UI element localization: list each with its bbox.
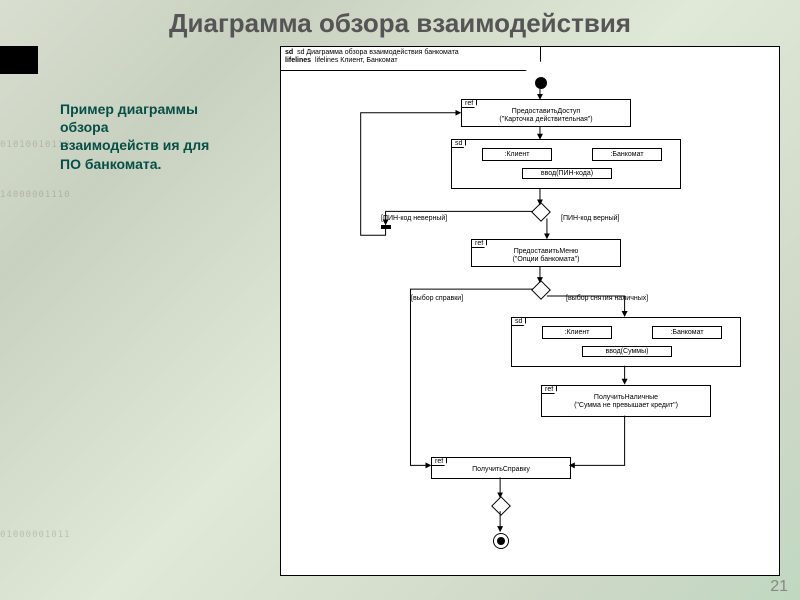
guard-cash: [выбор снятия наличных]	[566, 295, 648, 302]
ref-sublabel: ("Опции банкомата")	[472, 256, 620, 264]
sd-tag: sd	[512, 318, 526, 326]
guard-pin-wrong: [ПИН-код неверный]	[381, 215, 447, 222]
ref-access: ref ПредоставитьДоступ ("Карточка действ…	[461, 99, 631, 127]
ref-label: ПолучитьНаличные	[542, 394, 710, 402]
ref-menu: ref ПредоставитьМеню ("Опции банкомата")	[471, 239, 621, 267]
ref-label: ПолучитьСправку	[432, 466, 570, 474]
page-number: 21	[770, 578, 788, 596]
ref-tag: ref	[432, 458, 447, 466]
lifeline-atm: :Банкомат	[652, 326, 722, 339]
ref-tag: ref	[472, 240, 487, 248]
decision-pin	[531, 202, 551, 222]
initial-node	[535, 77, 547, 89]
guard-spravka: [выбор справки]	[411, 295, 463, 302]
final-node	[493, 533, 509, 549]
ref-sublabel: ("Карточка действительная")	[462, 116, 630, 124]
ref-tag: ref	[462, 100, 477, 108]
ref-sublabel: ("Сумма не превышает кредит")	[542, 402, 710, 410]
final-node-inner	[497, 537, 505, 545]
ref-tag: ref	[542, 386, 557, 394]
caption-text: Пример диаграммы обзора взаимодейств ия …	[60, 100, 210, 173]
lifeline-client: :Клиент	[482, 148, 552, 161]
deco-black-box	[0, 46, 38, 74]
merge-node	[491, 496, 511, 516]
msg-amount: ввод(Суммы)	[582, 346, 672, 357]
decision-menu	[531, 280, 551, 300]
ref-cash: ref ПолучитьНаличные ("Сумма не превышае…	[541, 385, 711, 417]
ref-spravka: ref ПолучитьСправку	[431, 457, 571, 479]
frame-lifelines-label: lifelines Клиент, Банкомат	[315, 57, 398, 64]
frame-sd-label: sd Диаграмма обзора взаимодействия банко…	[297, 49, 459, 56]
lifeline-atm: :Банкомат	[592, 148, 662, 161]
page-title: Диаграмма обзора взаимодействия	[0, 8, 800, 39]
sd-amount: sd :Клиент :Банкомат ввод(Суммы)	[511, 317, 741, 367]
guard-pin-ok: [ПИН-код верный]	[561, 215, 619, 222]
frame-header: sd sd Диаграмма обзора взаимодействия ба…	[281, 47, 541, 71]
msg-pin: ввод(ПИН-кода)	[522, 168, 612, 179]
merge-bar-1	[381, 225, 391, 229]
interaction-overview-diagram: sd sd Диаграмма обзора взаимодействия ба…	[280, 46, 780, 576]
sd-tag: sd	[452, 140, 466, 148]
sd-pin: sd :Клиент :Банкомат ввод(ПИН-кода)	[451, 139, 681, 189]
lifeline-client: :Клиент	[542, 326, 612, 339]
